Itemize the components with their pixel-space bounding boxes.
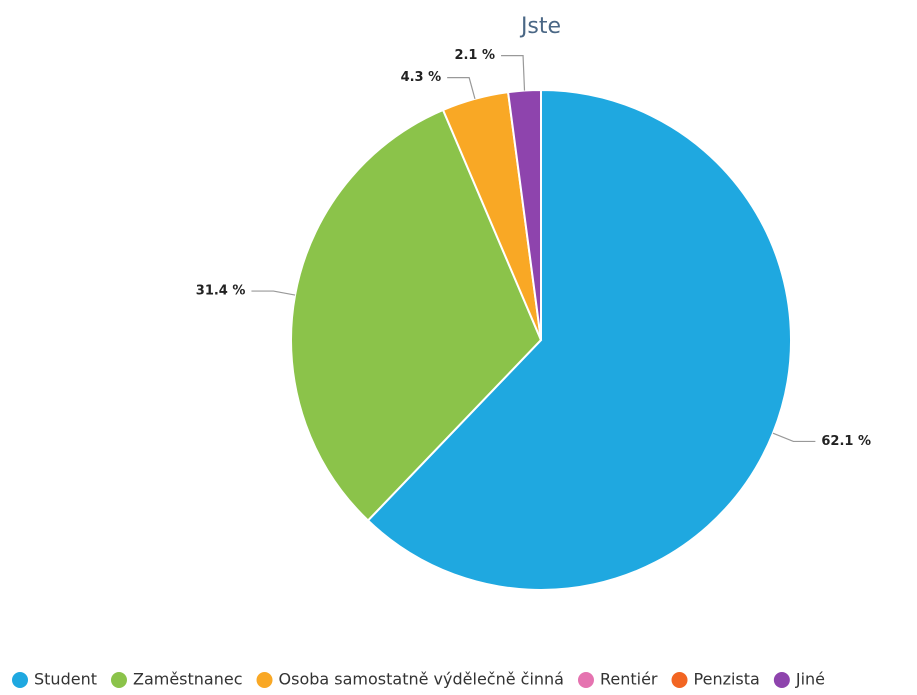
leader-line (447, 77, 476, 100)
data-label: 2.1 % (454, 48, 495, 63)
legend-marker (110, 672, 127, 688)
legend-marker (773, 672, 790, 688)
legend-marker (577, 672, 594, 688)
legend-label: Jiné (795, 670, 825, 689)
legend-label: Zaměstnanec (133, 670, 243, 689)
chart-title: Jste (519, 14, 561, 39)
legend-marker (12, 672, 28, 688)
legend-label: Penzista (694, 670, 760, 689)
legend-label: Rentiér (600, 670, 658, 689)
legend-marker (256, 672, 273, 688)
pie-slice (366, 88, 792, 591)
data-label: 31.4 % (196, 284, 246, 299)
legend-marker (671, 672, 688, 688)
legend-label: Student (34, 670, 97, 689)
leader-line (501, 55, 526, 91)
leader-line (251, 290, 296, 296)
leader-line (772, 432, 816, 443)
data-label: 4.3 % (401, 70, 442, 85)
legend-label: Osoba samostatně výdělečně činná (279, 670, 564, 689)
data-label: 62.1 % (821, 434, 871, 449)
